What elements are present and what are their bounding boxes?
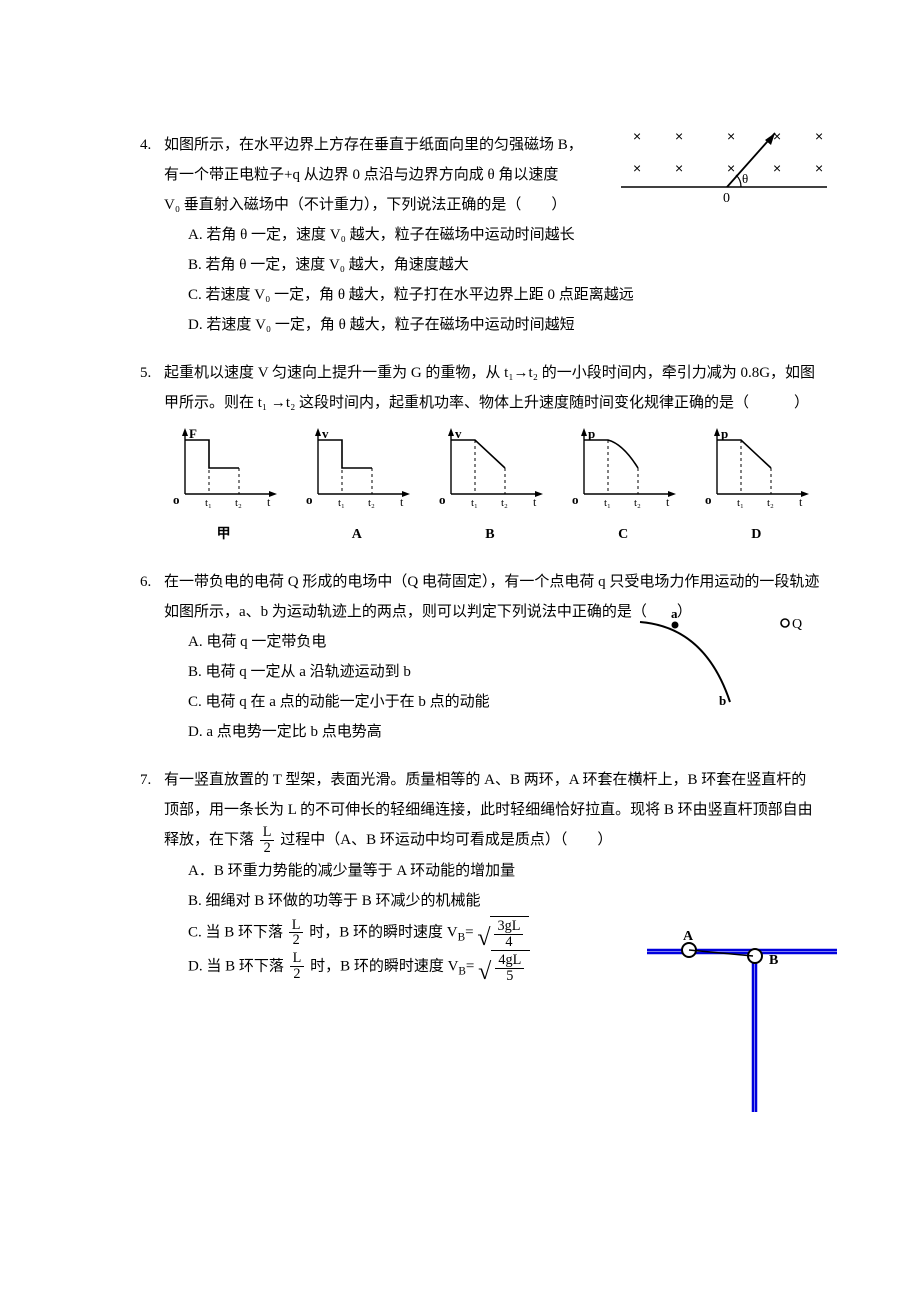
q5-caption: 甲 xyxy=(169,521,279,549)
svg-text:×: × xyxy=(675,160,683,176)
ring-A-label: A xyxy=(683,929,694,944)
q5-graph-B: v o t₁ t₂ t B xyxy=(435,428,545,549)
q4-figure: × × × × × × × × × × θ 0 xyxy=(615,125,830,221)
q5-stem: 起重机以速度 V 匀速向上提升一重为 G 的重物，从 t₁→t₂ 的一小段时间内… xyxy=(164,358,820,418)
svg-text:×: × xyxy=(727,160,735,176)
svg-text:t₂: t₂ xyxy=(368,497,375,508)
q5-caption: B xyxy=(435,521,545,549)
frac-den: 2 xyxy=(289,933,304,948)
svg-text:×: × xyxy=(815,128,823,144)
svg-text:t₁: t₁ xyxy=(338,497,345,508)
q4-option-c: C. 若速度 V₀ 一定，角 θ 越大，粒子打在水平边界上距 0 点距离越远 xyxy=(164,280,820,310)
opt-d-sqrt: √ 4gL 5 xyxy=(478,950,530,984)
opt-c-mid: 时，B 环的瞬时速度 V xyxy=(309,924,457,940)
svg-text:t: t xyxy=(799,495,803,508)
svg-text:F: F xyxy=(189,428,197,441)
question-6: a b Q 6. 在一带负电的电荷 Q 形成的电场中（Q 电荷固定），有一个点电… xyxy=(140,567,820,747)
q7-stem-fraction: L 2 xyxy=(260,825,275,856)
svg-text:t: t xyxy=(533,495,537,508)
svg-text:p: p xyxy=(588,428,595,441)
q4-option-b: B. 若角 θ 一定，速度 V₀ 越大，角速度越大 xyxy=(164,250,820,280)
opt-c-sub: B xyxy=(458,931,466,943)
ring-B-label: B xyxy=(769,953,778,968)
svg-text:o: o xyxy=(173,492,180,507)
q5-graph-D: p o t₁ t₂ t D xyxy=(701,428,811,549)
frac-num: L xyxy=(290,951,305,967)
opt-d-frac: L 2 xyxy=(290,951,305,982)
svg-text:×: × xyxy=(773,128,781,144)
q4-option-a: A. 若角 θ 一定，速度 V₀ 越大，粒子在磁场中运动时间越长 xyxy=(164,220,820,250)
svg-text:×: × xyxy=(633,160,641,176)
svg-text:o: o xyxy=(572,492,579,507)
q7-figure: A B xyxy=(645,920,840,1126)
t-frame-diagram: A B xyxy=(645,920,840,1115)
svg-text:t₁: t₁ xyxy=(471,497,478,508)
opt-c-frac: L 2 xyxy=(289,918,304,949)
origin-label: 0 xyxy=(723,191,730,206)
q7-option-b: B. 细绳对 B 环做的功等于 B 环减少的机械能 xyxy=(164,886,820,916)
theta-label: θ xyxy=(742,171,748,186)
svg-text:t₁: t₁ xyxy=(737,497,744,508)
svg-text:o: o xyxy=(439,492,446,507)
opt-d-pre: D. 当 B 环下落 xyxy=(188,958,284,974)
svg-text:×: × xyxy=(727,128,735,144)
sqrt-den: 4 xyxy=(494,935,523,950)
question-4: ××××× ××××× θ 0 4. 如图所示，在水平边界上方存在垂直于纸面向里… xyxy=(140,130,820,340)
svg-text:t₂: t₂ xyxy=(767,497,774,508)
svg-text:o: o xyxy=(705,492,712,507)
q7-option-a: A．B 环重力势能的减少量等于 A 环动能的增加量 xyxy=(164,856,820,886)
point-b-label: b xyxy=(719,693,726,708)
q7-stem-part2: 过程中（A、B 环运动中均可看成是质点）（ ） xyxy=(280,832,612,848)
q6-number: 6. xyxy=(140,567,164,597)
sqrt-den: 5 xyxy=(495,969,524,984)
opt-d-eq: = xyxy=(466,958,474,974)
q5-graph-A: v o t₁ t₂ t A xyxy=(302,428,412,549)
opt-d-mid: 时，B 环的瞬时速度 V xyxy=(310,958,458,974)
q5-graph-甲: F o t₁ t₂ t 甲 xyxy=(169,428,279,549)
q5-caption: A xyxy=(302,521,412,549)
svg-text:t₂: t₂ xyxy=(501,497,508,508)
q5-caption: C xyxy=(568,521,678,549)
svg-text:t₁: t₁ xyxy=(205,497,212,508)
svg-text:×: × xyxy=(633,128,641,144)
q5-graph-C: p o t₁ t₂ t C xyxy=(568,428,678,549)
svg-text:t: t xyxy=(666,495,670,508)
question-5: 5. 起重机以速度 V 匀速向上提升一重为 G 的重物，从 t₁→t₂ 的一小段… xyxy=(140,358,820,549)
svg-text:×: × xyxy=(675,128,683,144)
svg-text:v: v xyxy=(322,428,329,441)
q5-caption: D xyxy=(701,521,811,549)
q6-figure: a b Q xyxy=(635,607,810,728)
svg-text:×: × xyxy=(815,160,823,176)
opt-c-eq: = xyxy=(465,924,473,940)
q5-number: 5. xyxy=(140,358,164,388)
frac-den: 2 xyxy=(260,841,275,856)
svg-text:t₂: t₂ xyxy=(235,497,242,508)
svg-text:t₂: t₂ xyxy=(634,497,641,508)
frac-den: 2 xyxy=(290,967,305,982)
q4-number: 4. xyxy=(140,130,164,160)
question-7: A B 7. 有一竖直放置的 T 型架，表面光滑。质量相等的 A、B 两环，A … xyxy=(140,765,820,984)
sqrt-num: 4gL xyxy=(495,953,524,969)
charge-Q-label: Q xyxy=(792,617,802,632)
q4-option-d: D. 若速度 V₀ 一定，角 θ 越大，粒子在磁场中运动时间越短 xyxy=(164,310,820,340)
svg-text:o: o xyxy=(306,492,313,507)
sqrt-num: 3gL xyxy=(494,919,523,935)
svg-text:t: t xyxy=(400,495,404,508)
svg-text:t: t xyxy=(267,495,271,508)
frac-num: L xyxy=(260,825,275,841)
trajectory-diagram: a b Q xyxy=(635,607,810,717)
svg-text:p: p xyxy=(721,428,728,441)
point-a-label: a xyxy=(671,607,678,621)
opt-c-pre: C. 当 B 环下落 xyxy=(188,924,283,940)
svg-text:t₁: t₁ xyxy=(604,497,611,508)
magnetic-field-diagram: × × × × × × × × × × θ 0 xyxy=(615,125,830,210)
opt-c-sqrt: √ 3gL 4 xyxy=(477,916,529,950)
frac-num: L xyxy=(289,918,304,934)
q5-graphs-row: F o t₁ t₂ t 甲 v o t₁ t₂ t A xyxy=(140,428,820,549)
q7-number: 7. xyxy=(140,765,164,795)
opt-d-sub: B xyxy=(458,965,466,977)
svg-text:×: × xyxy=(773,160,781,176)
svg-text:v: v xyxy=(455,428,462,441)
